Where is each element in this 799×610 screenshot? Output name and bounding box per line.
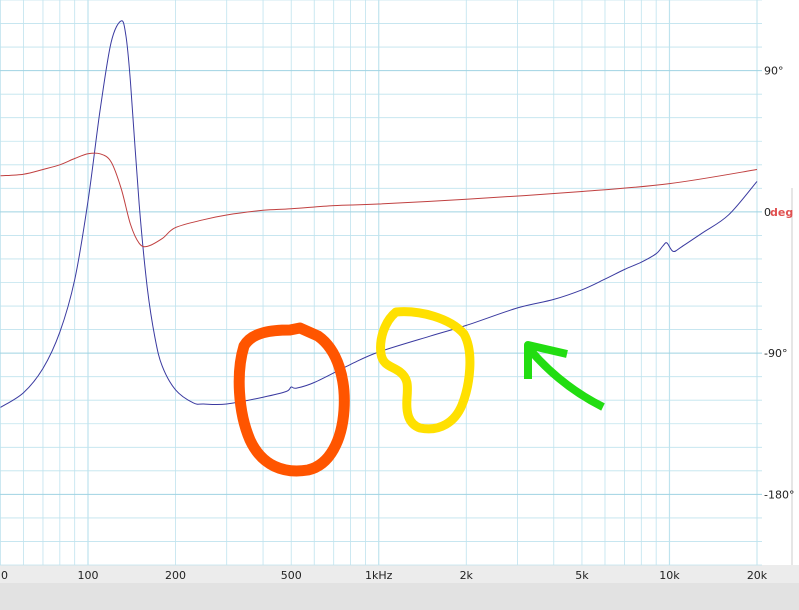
orange-annotation-circle: [233, 322, 350, 477]
phase-unit-label: deg: [770, 206, 793, 219]
x-tick-label: 100: [78, 569, 99, 582]
x-tick-label: 1kHz: [365, 569, 393, 582]
x-tick-label: 200: [165, 569, 186, 582]
phase-tick-label: 0: [764, 206, 771, 219]
annotation-layer: [233, 307, 605, 477]
status-bar: [0, 583, 799, 610]
magnitude-series-line: [0, 20, 758, 408]
phase-tick-label: -180°: [764, 488, 794, 501]
x-tick-label: 2k: [460, 569, 474, 582]
series-layer: [0, 20, 758, 408]
x-tick-label: 50: [0, 569, 8, 582]
x-tick-label: 500: [281, 569, 302, 582]
phase-axis-panel: [762, 0, 799, 565]
x-tick-label: 20k: [747, 569, 768, 582]
x-tick-label: 10k: [659, 569, 680, 582]
phase-series-line: [0, 152, 758, 248]
phase-tick-label: -90°: [764, 347, 787, 360]
phase-tick-label: 90°: [764, 65, 784, 78]
green-annotation-arrow: [524, 341, 605, 411]
yellow-annotation-circle: [376, 307, 475, 434]
x-tick-label: 5k: [575, 569, 589, 582]
